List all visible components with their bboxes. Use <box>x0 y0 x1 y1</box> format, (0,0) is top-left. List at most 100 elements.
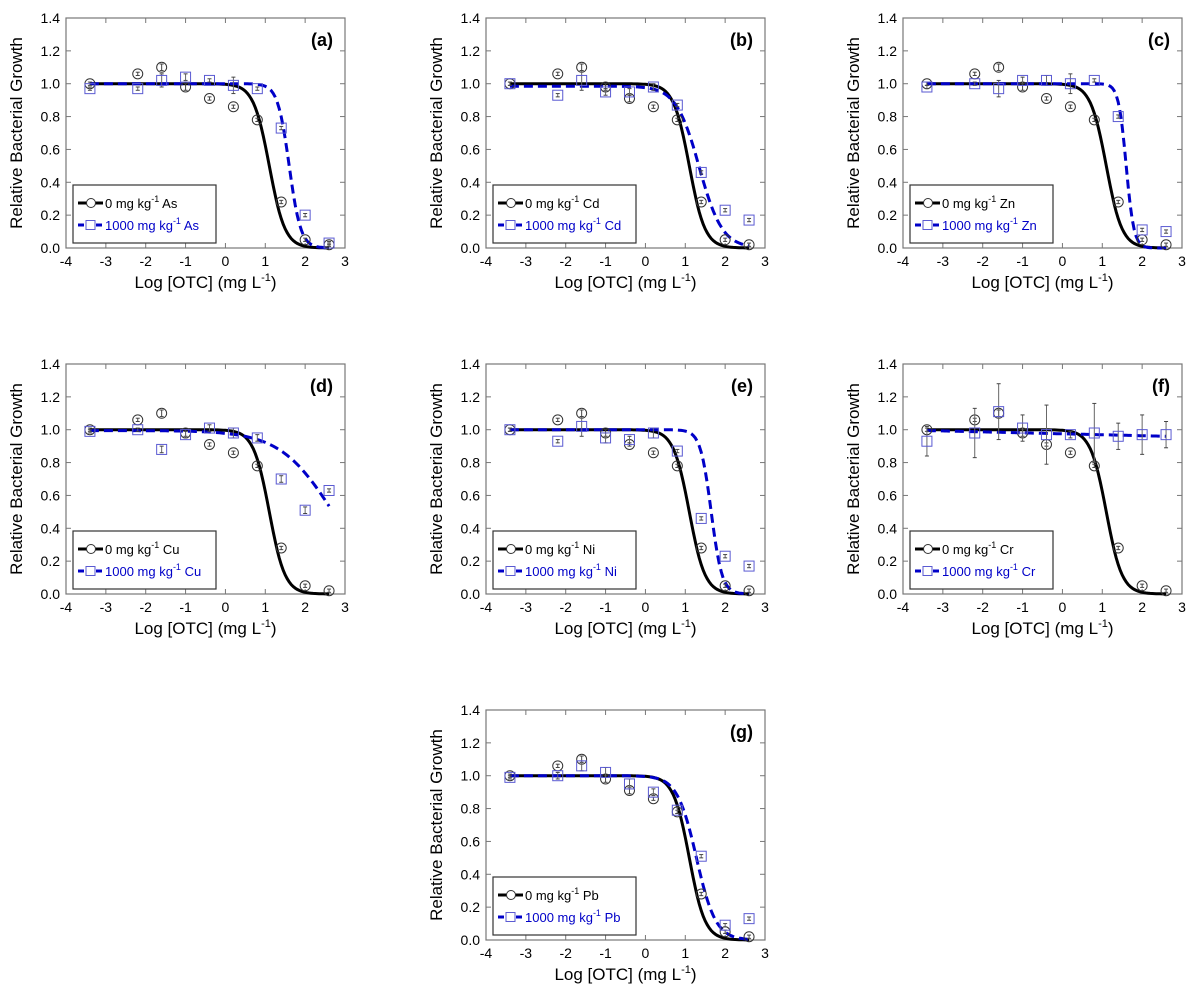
legend-label-end: Cr <box>996 542 1014 557</box>
data-point-treated <box>719 204 731 216</box>
fit-curve-treated <box>89 429 331 508</box>
y-tick-label: 0.4 <box>461 174 481 190</box>
legend-frame <box>909 184 1054 244</box>
y-tick-label: 1.0 <box>878 76 898 92</box>
x-tick-label: -1 <box>599 253 612 269</box>
legend-label-sup: -1 <box>571 540 579 550</box>
y-tick-label: 1.0 <box>461 768 481 784</box>
y-tick-label: 0.6 <box>41 487 61 503</box>
data-point-treated <box>719 550 731 562</box>
legend-marker-square <box>85 566 96 576</box>
x-tick-label: -1 <box>1016 253 1029 269</box>
data-point-treated <box>647 427 659 439</box>
x-tick-label: -1 <box>179 599 192 615</box>
x-tick-label: 1 <box>261 253 269 269</box>
legend-marker-circle <box>86 198 96 208</box>
y-tick-label: 0.2 <box>461 207 481 223</box>
data-point-treated <box>1112 430 1124 442</box>
y-tick-label: 0.0 <box>461 240 481 256</box>
x-tick-label: -3 <box>520 945 533 961</box>
data-point-control <box>1136 580 1148 592</box>
legend-label-main: 1000 mg kg <box>525 564 593 579</box>
legend-label-sup: -1 <box>593 908 601 918</box>
y-tick-label: 0.2 <box>461 553 481 569</box>
x-tick-label: 2 <box>721 599 729 615</box>
legend-label-sup: -1 <box>571 194 579 204</box>
legend-label-main: 1000 mg kg <box>942 564 1010 579</box>
data-point-control <box>993 61 1005 73</box>
data-point-treated <box>552 770 564 782</box>
x-tick-label: -3 <box>937 599 950 615</box>
data-point-control <box>552 414 564 426</box>
data-point-control <box>1160 585 1172 597</box>
data-point-treated <box>743 214 755 226</box>
legend-label-end: Cd <box>601 218 621 233</box>
data-point-treated <box>251 83 263 95</box>
x-axis-title-main: Log [OTC] (mg L <box>554 273 681 292</box>
legend-label-end: Ni <box>579 542 595 557</box>
panel-c: -4 -3 -2 -1 0 1 2 3 0.0 0.2 0.4 0.6 0.8 1.0 1.2 1.4 Log … <box>844 10 1186 292</box>
x-tick-label: 1 <box>1098 599 1106 615</box>
x-axis-title-sup: -1 <box>1098 272 1108 284</box>
legend-label: 1000 mg kg-1 Pb <box>525 908 620 925</box>
data-point-treated <box>671 804 683 816</box>
x-axis-title: Log [OTC] (mg L-1) <box>134 272 276 292</box>
legend-label-end: Zn <box>996 196 1015 211</box>
x-tick-label: -4 <box>897 599 910 615</box>
y-axis-title: Relative Bacterial Growth <box>844 37 863 229</box>
data-point-control <box>695 888 707 900</box>
y-tick-label: 0.8 <box>461 801 481 817</box>
x-axis-title-sup: -1 <box>681 618 691 630</box>
data-point-control <box>695 542 707 554</box>
x-tick-label: 0 <box>642 945 650 961</box>
y-tick-label: 0.8 <box>461 455 481 471</box>
legend-label: 1000 mg kg-1 Zn <box>942 216 1037 233</box>
legend-label-main: 0 mg kg <box>942 196 988 211</box>
x-tick-label: -3 <box>520 253 533 269</box>
data-point-treated <box>600 86 612 98</box>
y-tick-label: 0.2 <box>878 553 898 569</box>
data-point-control <box>1160 239 1172 251</box>
panel-b: -4 -3 -2 -1 0 1 2 3 0.0 0.2 0.4 0.6 0.8 1.0 1.2 1.4 Log … <box>427 10 769 292</box>
panel-label: (e) <box>731 376 753 396</box>
panel-e: -4 -3 -2 -1 0 1 2 3 0.0 0.2 0.4 0.6 0.8 1.0 1.2 1.4 Log … <box>427 356 769 638</box>
y-tick-label: 1.0 <box>461 422 481 438</box>
legend-label-main: 0 mg kg <box>525 542 571 557</box>
y-tick-label: 0.4 <box>41 174 61 190</box>
x-axis-title: Log [OTC] (mg L-1) <box>554 272 696 292</box>
data-point-treated <box>695 512 707 524</box>
legend-label-main: 1000 mg kg <box>942 218 1010 233</box>
fit-curve-control <box>509 82 750 250</box>
y-tick-label: 0.6 <box>41 141 61 157</box>
y-tick-label: 0.8 <box>878 109 898 125</box>
y-tick-label: 0.4 <box>41 520 61 536</box>
legend-marker-circle <box>923 198 933 208</box>
data-point-treated <box>671 99 683 111</box>
data-point-treated <box>576 760 588 772</box>
legend-label-main: 1000 mg kg <box>525 910 593 925</box>
data-point-control <box>299 580 311 592</box>
x-axis-title-sup: -1 <box>261 272 271 284</box>
panel-d: -4 -3 -2 -1 0 1 2 3 0.0 0.2 0.4 0.6 0.8 1.0 1.2 1.4 Log … <box>7 356 349 638</box>
data-point-treated <box>695 850 707 862</box>
legend-frame <box>72 530 217 590</box>
data-point-treated <box>1017 422 1029 434</box>
data-point-control <box>203 93 215 104</box>
x-axis-title-end: ) <box>691 273 697 292</box>
x-tick-label: -1 <box>1016 599 1029 615</box>
y-tick-label: 1.2 <box>878 389 898 405</box>
x-tick-label: 2 <box>301 599 309 615</box>
data-point-treated <box>993 406 1005 418</box>
legend-marker-circle <box>506 198 516 208</box>
y-tick-label: 1.2 <box>461 389 481 405</box>
x-axis-title-main: Log [OTC] (mg L <box>971 273 1098 292</box>
x-tick-label: 3 <box>1178 253 1186 269</box>
x-axis-title-main: Log [OTC] (mg L <box>134 619 261 638</box>
data-point-control <box>647 447 659 459</box>
data-point-treated <box>993 83 1005 95</box>
x-tick-label: -2 <box>139 599 152 615</box>
data-point-control <box>132 68 144 80</box>
